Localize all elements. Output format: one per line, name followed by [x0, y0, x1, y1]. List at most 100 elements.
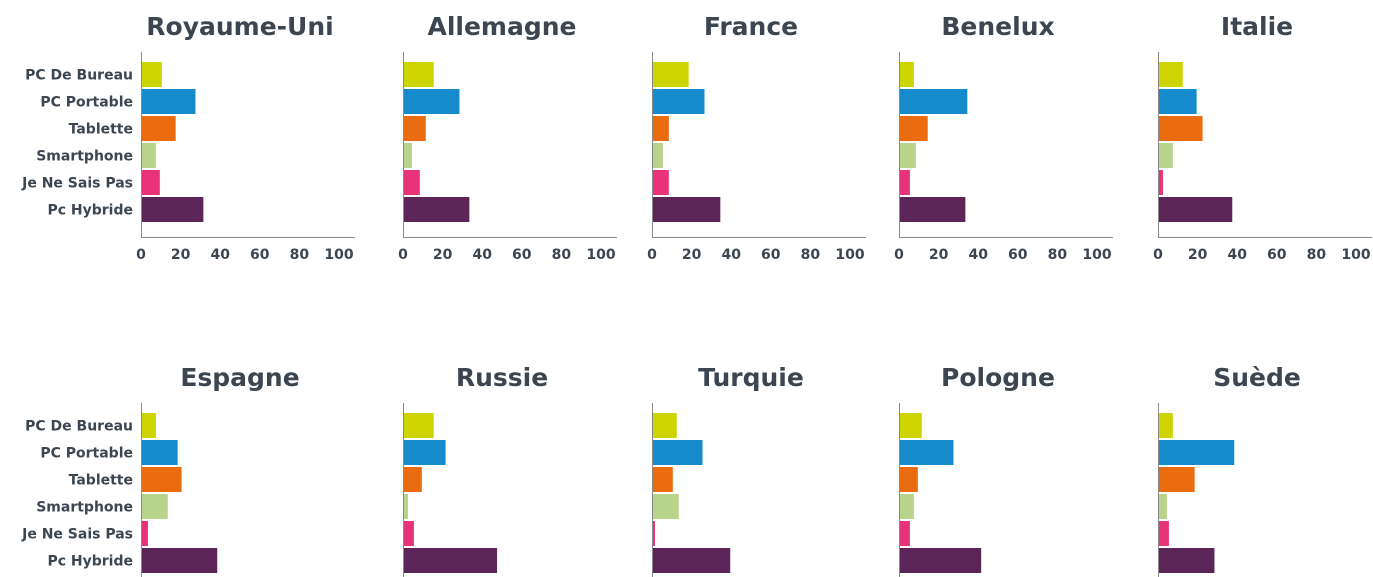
- bar: [404, 413, 434, 438]
- category-label: PC De Bureau: [25, 68, 133, 84]
- x-tick-label: 0: [894, 247, 904, 263]
- bar: [404, 440, 446, 465]
- bar: [404, 494, 408, 519]
- bar: [900, 62, 914, 87]
- bar: [404, 116, 426, 141]
- panel-title: Turquie: [698, 363, 804, 392]
- bar: [653, 197, 721, 222]
- bar: [900, 521, 910, 546]
- category-label: PC Portable: [40, 95, 133, 111]
- x-tick-label: 40: [210, 247, 230, 263]
- category-label: Pc Hybride: [47, 203, 133, 219]
- category-label: Tablette: [69, 122, 133, 138]
- panel-title: Espagne: [180, 363, 299, 392]
- bar: [653, 143, 663, 168]
- x-tick-label: 80: [1048, 247, 1068, 263]
- bar: [1159, 170, 1163, 195]
- category-label: Pc Hybride: [47, 554, 133, 570]
- chart-panel: Benelux 0 20 40 60 80 100: [894, 12, 1113, 263]
- bar: [142, 467, 182, 492]
- x-tick-label: 60: [1267, 247, 1287, 263]
- chart-panel: Royaume-Uni PC De Bureau PC Portable Tablet…: [21, 12, 355, 263]
- x-tick-label: 80: [290, 247, 310, 263]
- bar: [653, 440, 703, 465]
- panel-title: France: [704, 12, 798, 41]
- x-tick-label: 20: [682, 247, 702, 263]
- x-tick-label: 0: [1153, 247, 1163, 263]
- category-label: PC Portable: [40, 446, 133, 462]
- bar: [653, 494, 679, 519]
- bar: [653, 467, 673, 492]
- bar: [653, 62, 689, 87]
- x-tick-label: 40: [968, 247, 988, 263]
- x-tick-label: 40: [1227, 247, 1247, 263]
- category-label: Je Ne Sais Pas: [21, 527, 133, 543]
- bar: [142, 548, 218, 573]
- bar: [404, 521, 414, 546]
- bar: [900, 143, 916, 168]
- x-tick-label: 100: [1341, 247, 1370, 263]
- bar: [404, 170, 420, 195]
- category-label: Tablette: [69, 473, 133, 489]
- x-tick-label: 40: [721, 247, 741, 263]
- bar: [142, 143, 156, 168]
- bar: [142, 521, 148, 546]
- bar: [1159, 116, 1203, 141]
- x-tick-label: 40: [472, 247, 492, 263]
- bar: [653, 413, 677, 438]
- bar: [142, 440, 178, 465]
- panel-title: Italie: [1221, 12, 1293, 41]
- x-tick-label: 20: [1188, 247, 1208, 263]
- bar: [900, 413, 922, 438]
- bar: [900, 548, 982, 573]
- bar: [1159, 143, 1173, 168]
- x-tick-label: 20: [171, 247, 191, 263]
- x-tick-label: 100: [324, 247, 353, 263]
- bar: [1159, 440, 1235, 465]
- panel-title: Russie: [456, 363, 548, 392]
- x-tick-label: 20: [929, 247, 949, 263]
- chart-panel: Allemagne 0 20 40 60 80 100: [398, 12, 617, 263]
- bar: [900, 116, 928, 141]
- x-tick-label: 80: [1307, 247, 1327, 263]
- x-tick-label: 80: [801, 247, 821, 263]
- category-label: Smartphone: [36, 149, 133, 165]
- category-label: Smartphone: [36, 500, 133, 516]
- bar: [653, 521, 655, 546]
- x-tick-label: 60: [512, 247, 532, 263]
- bar: [1159, 197, 1233, 222]
- bar: [653, 116, 669, 141]
- x-tick-label: 0: [136, 247, 146, 263]
- bar: [404, 548, 498, 573]
- bar: [900, 440, 954, 465]
- panel-title: Benelux: [941, 12, 1054, 41]
- chart-panel: Russie: [403, 363, 548, 577]
- x-tick-label: 0: [647, 247, 657, 263]
- x-tick-label: 100: [835, 247, 864, 263]
- bar: [142, 89, 196, 114]
- bar: [653, 89, 705, 114]
- bar: [404, 143, 412, 168]
- panel-title: Royaume-Uni: [146, 12, 333, 41]
- bar: [1159, 548, 1215, 573]
- bar: [1159, 494, 1167, 519]
- panel-title: Suède: [1213, 363, 1301, 392]
- chart-panel: France 0 20 40 60 80 100: [647, 12, 866, 263]
- x-tick-label: 100: [1082, 247, 1111, 263]
- bar: [900, 197, 966, 222]
- bar: [404, 89, 460, 114]
- x-tick-label: 100: [586, 247, 615, 263]
- bar: [404, 467, 422, 492]
- x-tick-label: 60: [761, 247, 781, 263]
- chart-panel: Italie 0 20 40 60 80 100: [1153, 12, 1372, 263]
- category-label: Je Ne Sais Pas: [21, 176, 133, 192]
- bar: [653, 548, 731, 573]
- bar: [142, 197, 204, 222]
- bar: [1159, 467, 1195, 492]
- chart-panel: Suède: [1158, 363, 1301, 577]
- bar: [1159, 62, 1183, 87]
- bar: [900, 467, 918, 492]
- category-label: PC De Bureau: [25, 419, 133, 435]
